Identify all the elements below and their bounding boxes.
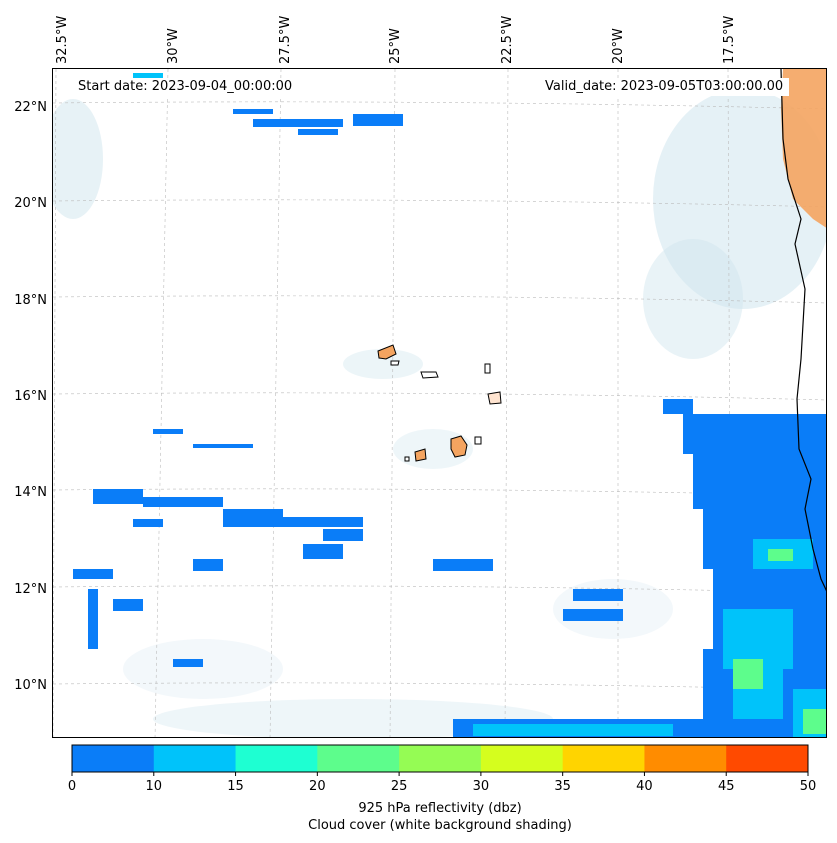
colorbar-swatch: [399, 745, 482, 772]
longitude-axis: 32.5°W 30°W 27.5°W 25°W 22.5°W 20°W 17.5…: [55, 16, 737, 64]
colorbar-tick-label: 15: [227, 779, 244, 794]
colorbar-swatch: [644, 745, 727, 772]
colorbar: 0 10 15 20 25 30 35 40 45 50: [68, 744, 816, 794]
lat-tick-label: 18°N: [14, 293, 47, 308]
colorbar-tick-label: 25: [391, 779, 408, 794]
colorbar-tick-label: 0: [68, 779, 76, 794]
colorbar-swatches: [72, 745, 809, 772]
colorbar-frame: [71, 744, 809, 773]
start-date-label: Start date: 2023-09-04_00:00:00: [72, 78, 299, 96]
colorbar-swatch: [562, 745, 645, 772]
colorbar-tick-label: 10: [146, 779, 163, 794]
colorbar-tick-label: 50: [800, 779, 817, 794]
colorbar-swatch: [153, 745, 237, 772]
colorbar-swatch: [72, 745, 155, 772]
colorbar-subtitle: Cloud cover (white background shading): [308, 818, 572, 833]
colorbar-swatch: [480, 745, 564, 772]
colorbar-tick-label: 30: [473, 779, 490, 794]
latitude-axis: 22°N 20°N 18°N 16°N 14°N 12°N 10°N: [14, 100, 47, 693]
colorbar-swatch: [317, 745, 400, 772]
map-panel: [52, 68, 827, 738]
lat-tick-label: 14°N: [14, 485, 47, 500]
lat-tick-label: 20°N: [14, 196, 47, 211]
lon-tick-label: 27.5°W: [278, 16, 293, 64]
cloud-cover-shading: [53, 89, 826, 737]
colorbar-tick-label: 20: [309, 779, 326, 794]
lat-tick-label: 10°N: [14, 678, 47, 693]
colorbar-ticks: 0 10 15 20 25 30 35 40 45 50: [68, 772, 816, 794]
lon-tick-label: 25°W: [388, 28, 403, 64]
colorbar-tick-label: 45: [718, 779, 735, 794]
lat-tick-label: 22°N: [14, 100, 47, 115]
colorbar-tick-label: 35: [554, 779, 571, 794]
colorbar-title: 925 hPa reflectivity (dbz): [358, 801, 522, 816]
colorbar-swatch: [235, 745, 318, 772]
colorbar-tick-label: 40: [636, 779, 653, 794]
lon-tick-label: 22.5°W: [500, 16, 515, 64]
africa-land: [780, 69, 826, 592]
map-canvas: [53, 69, 826, 737]
colorbar-swatch: [726, 745, 809, 772]
lon-tick-label: 32.5°W: [55, 16, 70, 64]
lat-tick-label: 16°N: [14, 389, 47, 404]
lon-tick-label: 30°W: [166, 28, 181, 64]
reflectivity-field: [73, 73, 826, 737]
lon-tick-label: 17.5°W: [722, 16, 737, 64]
cape-verde-islands: [377, 344, 502, 462]
lat-tick-label: 12°N: [14, 582, 47, 597]
lon-tick-label: 20°W: [611, 28, 626, 64]
valid-date-label: Valid_date: 2023-09-05T03:00:00.00: [539, 78, 790, 96]
